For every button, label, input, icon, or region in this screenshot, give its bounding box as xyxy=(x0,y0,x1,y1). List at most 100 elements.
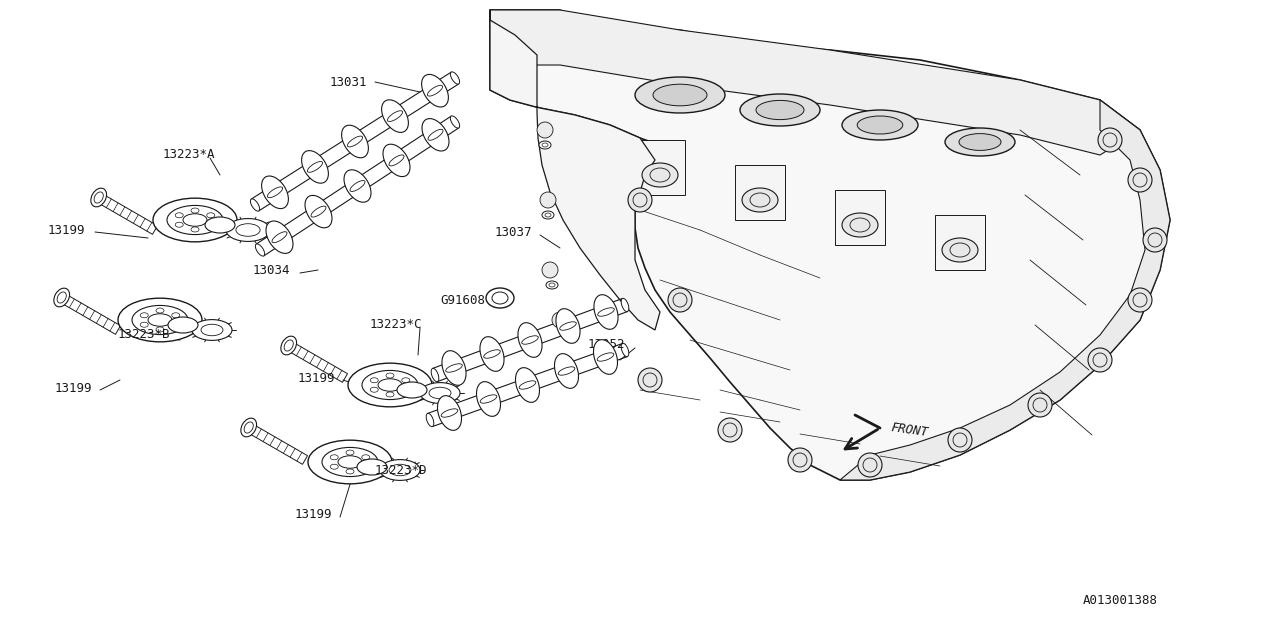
Ellipse shape xyxy=(91,188,106,207)
Ellipse shape xyxy=(428,129,443,140)
Ellipse shape xyxy=(148,314,172,326)
Circle shape xyxy=(540,192,556,208)
Ellipse shape xyxy=(945,128,1015,156)
Ellipse shape xyxy=(486,288,515,308)
Ellipse shape xyxy=(520,381,536,389)
Ellipse shape xyxy=(422,118,449,151)
Ellipse shape xyxy=(451,72,460,84)
Circle shape xyxy=(1028,393,1052,417)
Ellipse shape xyxy=(166,205,223,234)
Ellipse shape xyxy=(118,298,202,342)
Ellipse shape xyxy=(347,136,362,147)
Ellipse shape xyxy=(942,238,978,262)
Ellipse shape xyxy=(421,74,448,107)
Ellipse shape xyxy=(383,144,410,177)
Polygon shape xyxy=(490,10,660,330)
Ellipse shape xyxy=(541,211,554,219)
Circle shape xyxy=(538,122,553,138)
Polygon shape xyxy=(59,293,120,334)
Ellipse shape xyxy=(244,422,253,433)
Ellipse shape xyxy=(547,281,558,289)
Ellipse shape xyxy=(378,379,402,391)
Ellipse shape xyxy=(554,354,579,388)
Text: 13031: 13031 xyxy=(330,76,367,88)
Polygon shape xyxy=(934,215,986,270)
Ellipse shape xyxy=(621,298,628,312)
Ellipse shape xyxy=(420,383,460,403)
Ellipse shape xyxy=(280,336,297,355)
Ellipse shape xyxy=(558,367,575,375)
Ellipse shape xyxy=(539,141,550,149)
Polygon shape xyxy=(840,100,1170,480)
Ellipse shape xyxy=(305,195,332,228)
Circle shape xyxy=(1088,348,1112,372)
Circle shape xyxy=(718,418,742,442)
Circle shape xyxy=(552,312,568,328)
Ellipse shape xyxy=(480,337,504,371)
Polygon shape xyxy=(835,190,884,245)
Ellipse shape xyxy=(429,387,451,399)
Polygon shape xyxy=(287,341,347,382)
Ellipse shape xyxy=(389,464,411,476)
Ellipse shape xyxy=(594,340,617,374)
Ellipse shape xyxy=(959,134,1001,150)
Ellipse shape xyxy=(251,199,260,211)
Ellipse shape xyxy=(58,292,67,303)
Circle shape xyxy=(788,448,812,472)
Text: 13199: 13199 xyxy=(294,509,333,522)
Ellipse shape xyxy=(95,192,104,203)
Ellipse shape xyxy=(742,188,778,212)
Ellipse shape xyxy=(556,308,580,343)
Ellipse shape xyxy=(484,350,500,358)
Circle shape xyxy=(1143,228,1167,252)
Circle shape xyxy=(628,188,652,212)
Ellipse shape xyxy=(183,214,207,226)
Circle shape xyxy=(1128,168,1152,192)
Ellipse shape xyxy=(192,319,232,340)
Ellipse shape xyxy=(594,294,618,330)
Ellipse shape xyxy=(307,161,323,172)
Ellipse shape xyxy=(621,343,628,356)
Ellipse shape xyxy=(227,218,270,241)
Text: 13223*D: 13223*D xyxy=(375,463,428,477)
Ellipse shape xyxy=(338,456,362,468)
Circle shape xyxy=(858,453,882,477)
Circle shape xyxy=(541,262,558,278)
Ellipse shape xyxy=(442,409,458,417)
Text: 13037: 13037 xyxy=(495,225,532,239)
Ellipse shape xyxy=(428,85,443,96)
Ellipse shape xyxy=(643,163,678,187)
Ellipse shape xyxy=(268,187,283,198)
Text: 13199: 13199 xyxy=(49,223,86,237)
Ellipse shape xyxy=(357,459,387,475)
Ellipse shape xyxy=(635,77,724,113)
Ellipse shape xyxy=(342,125,369,158)
Text: 13223*B: 13223*B xyxy=(118,328,170,342)
Ellipse shape xyxy=(442,351,466,385)
Ellipse shape xyxy=(522,336,539,344)
Ellipse shape xyxy=(236,224,260,236)
Polygon shape xyxy=(490,10,1140,155)
Ellipse shape xyxy=(842,110,918,140)
Ellipse shape xyxy=(516,367,539,403)
Ellipse shape xyxy=(858,116,902,134)
Ellipse shape xyxy=(205,217,236,233)
Ellipse shape xyxy=(302,150,329,183)
Polygon shape xyxy=(96,193,157,234)
Text: 13223*A: 13223*A xyxy=(163,148,215,161)
Ellipse shape xyxy=(389,155,404,166)
Circle shape xyxy=(1098,128,1123,152)
Ellipse shape xyxy=(438,396,462,430)
Ellipse shape xyxy=(362,371,419,399)
Ellipse shape xyxy=(431,369,439,381)
Ellipse shape xyxy=(323,447,378,477)
Ellipse shape xyxy=(653,84,707,106)
Polygon shape xyxy=(735,165,785,220)
Ellipse shape xyxy=(451,116,460,128)
Ellipse shape xyxy=(426,413,434,427)
Ellipse shape xyxy=(756,100,804,120)
Circle shape xyxy=(948,428,972,452)
Ellipse shape xyxy=(480,395,497,403)
Ellipse shape xyxy=(445,364,462,372)
Ellipse shape xyxy=(201,324,223,336)
